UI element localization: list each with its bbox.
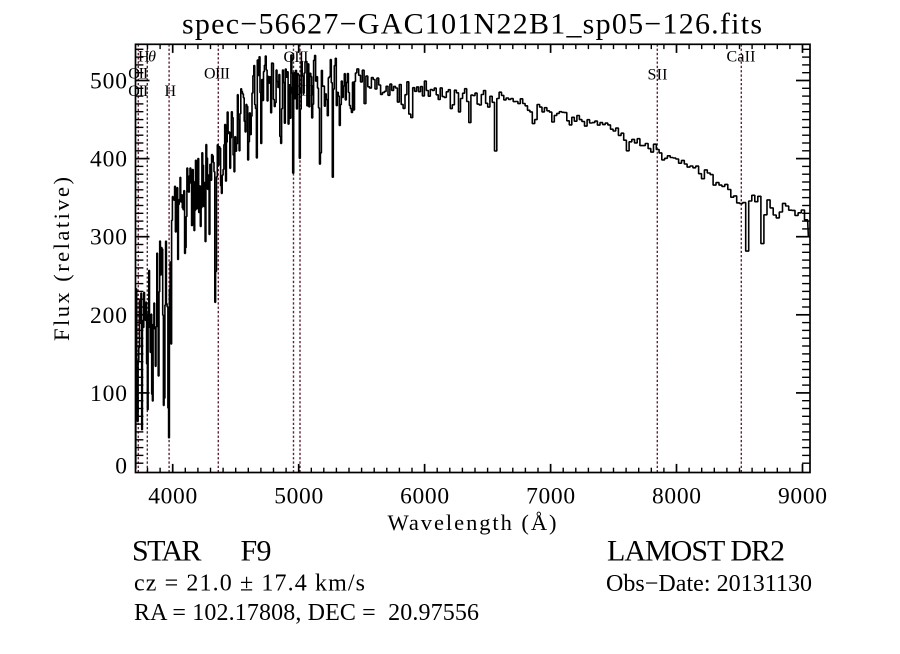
svg-text:Wavelength (Å): Wavelength (Å) [388, 510, 557, 535]
svg-text:Obs−Date: 20131130: Obs−Date: 20131130 [606, 571, 812, 597]
svg-text:OIII: OIII [284, 49, 309, 66]
svg-text:8000: 8000 [652, 484, 701, 510]
svg-text:OII: OII [128, 83, 148, 100]
svg-text:LAMOST DR2: LAMOST DR2 [607, 535, 785, 568]
svg-text:Hθ: Hθ [138, 49, 156, 66]
svg-text:4000: 4000 [148, 484, 197, 510]
svg-text:9000: 9000 [778, 484, 827, 510]
svg-text:Flux (relative): Flux (relative) [49, 177, 74, 341]
svg-text:100: 100 [90, 381, 127, 407]
svg-text:RA = 102.17808, DEC = 20.9755: RA = 102.17808, DEC = 20.97556 [134, 600, 479, 626]
svg-text:5000: 5000 [274, 484, 323, 510]
svg-text:OIII: OIII [204, 66, 230, 83]
svg-text:STAR: STAR [132, 535, 202, 568]
svg-text:0: 0 [115, 454, 127, 480]
svg-text:SII: SII [648, 67, 668, 84]
svg-text:spec−56627−GAC101N22B1_sp05−12: spec−56627−GAC101N22B1_sp05−126.fits [182, 8, 762, 41]
svg-text:OIII: OIII [290, 82, 315, 99]
svg-text:400: 400 [90, 147, 127, 173]
svg-text:6000: 6000 [400, 484, 449, 510]
svg-text:500: 500 [90, 69, 127, 95]
svg-text:300: 300 [90, 225, 127, 251]
svg-text:H: H [165, 83, 177, 100]
svg-text:7000: 7000 [526, 484, 575, 510]
svg-text:CaII: CaII [727, 49, 756, 66]
svg-text:F9: F9 [241, 535, 272, 568]
svg-text:OII: OII [128, 65, 148, 82]
svg-text:cz = 21.0 ± 17.4 km/s: cz = 21.0 ± 17.4 km/s [134, 571, 365, 597]
svg-text:200: 200 [90, 303, 127, 329]
